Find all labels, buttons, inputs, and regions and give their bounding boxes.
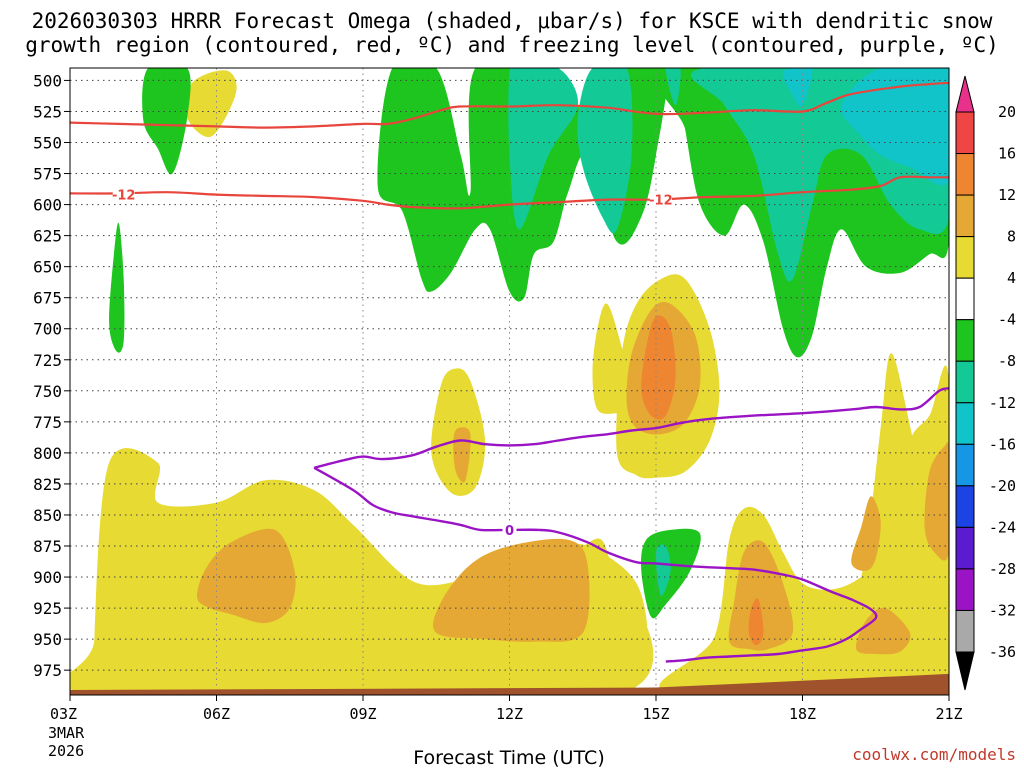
dgz-contour-label: -12 [649, 194, 673, 209]
y-tick-label: 900 [33, 568, 62, 587]
date-label-year: 2026 [48, 742, 84, 760]
omega-region-25 [665, 68, 681, 106]
dgz-contour-1 [70, 81, 949, 129]
y-tick-label: 850 [33, 506, 62, 525]
colorbar-tick-label: -12 [989, 394, 1016, 412]
colorbar-band-8 [955, 443, 975, 487]
y-tick-label: 700 [33, 320, 62, 339]
x-tick-label: 09Z [349, 705, 376, 723]
contours: -12 -12 0 [70, 81, 949, 663]
colorbar-band-11 [955, 568, 975, 611]
credit-text: coolwx.com/models [852, 745, 1016, 764]
x-tick-label: 21Z [935, 705, 962, 723]
y-tick-label: 975 [33, 661, 62, 680]
omega-region-27 [655, 544, 671, 597]
omega-region-16 [641, 315, 676, 420]
x-tick-label: 06Z [203, 705, 230, 723]
colorbar-tick-label: -4 [998, 311, 1016, 329]
y-tick-label: 575 [33, 165, 62, 184]
x-tick-label: 12Z [496, 705, 523, 723]
x-axis-title: Forecast Time (UTC) [413, 747, 604, 768]
colorbar-tick-label: -32 [989, 601, 1016, 619]
dgz-contour-label: -12 [112, 189, 136, 204]
omega-region-22 [641, 528, 701, 619]
colorbar-tick-label: 20 [998, 103, 1016, 121]
colorbar-tick-label: 8 [1007, 228, 1016, 246]
colorbar-band-5 [955, 319, 975, 362]
dgz-label-bg [112, 186, 135, 202]
y-tick-label: 775 [33, 413, 62, 432]
plot-area: -12 -12 0 [70, 68, 949, 695]
chart-title-line2: growth region (contoured, red, ºC) and f… [25, 33, 999, 57]
dgz-label-bg [649, 191, 672, 207]
omega-region-28 [783, 68, 813, 107]
omega-shading [70, 68, 949, 695]
omega-region-19 [109, 222, 125, 353]
y-tick-label: 525 [33, 102, 62, 121]
colorbar-band-3 [955, 236, 975, 279]
x-tick-label: 18Z [789, 705, 816, 723]
y-tick-label: 925 [33, 599, 62, 618]
y-tick-label: 950 [33, 630, 62, 649]
omega-region-7 [185, 70, 237, 138]
colorbar-top-arrow [955, 75, 975, 113]
y-tick-label: 750 [33, 382, 62, 401]
colorbar-band-4 [955, 277, 975, 321]
colorbar-tick-label: -20 [989, 477, 1016, 495]
freezing-level-lower [313, 466, 878, 663]
colorbar-tick-label: -24 [989, 518, 1016, 536]
colorbar-tick-label: 12 [998, 186, 1016, 204]
y-tick-label: 650 [33, 258, 62, 277]
colorbar-band-6 [955, 360, 975, 404]
y-tick-label: 625 [33, 227, 62, 246]
colorbar-tick-label: -36 [989, 643, 1016, 661]
omega-region-17 [748, 598, 764, 646]
omega-region-29 [841, 68, 949, 186]
colorbar-band-12 [955, 609, 975, 653]
colorbar-tick-label: 16 [998, 145, 1016, 163]
y-tick-label: 725 [33, 351, 62, 370]
colorbar-band-0 [955, 111, 975, 155]
colorbar: 20 16 12 8 4 -4 -8 -12 -16 -20 -24 -28 -32 -36 [955, 75, 1016, 691]
y-tick-label: 800 [33, 444, 62, 463]
terrain [70, 673, 949, 695]
y-tick-label: 825 [33, 475, 62, 494]
colorbar-tick-label: -28 [989, 560, 1016, 578]
omega-region-14 [855, 607, 911, 655]
date-label-month: 3MAR [48, 724, 85, 742]
y-tick-label: 550 [33, 133, 62, 152]
colorbar-band-1 [955, 153, 975, 196]
colorbar-band-7 [955, 402, 975, 445]
freezing-level-label: 0 [505, 524, 514, 539]
colorbar-tick-label: 4 [1007, 269, 1016, 287]
terrain-surface [70, 673, 949, 695]
omega-region-9 [197, 528, 296, 624]
dgz-contour-0 [70, 175, 949, 210]
y-axis: 500 525 550 575 600 625 650 675 700 725 750 775 800 8… [33, 71, 70, 680]
omega-region-10 [432, 538, 590, 642]
omega-region-13 [924, 442, 949, 561]
freezing-level-upper [313, 387, 949, 469]
x-tick-label: 15Z [642, 705, 669, 723]
x-tick-label: 03Z [50, 705, 77, 723]
chart-title-line1: 2026030303 HRRR Forecast Omega (shaded, … [32, 9, 993, 33]
colorbar-tick-label: -16 [989, 435, 1016, 453]
y-tick-label: 500 [33, 71, 62, 90]
colorbar-bottom-arrow [955, 651, 975, 691]
freezing-label-bg [502, 521, 517, 537]
y-tick-label: 600 [33, 196, 62, 215]
colorbar-band-10 [955, 526, 975, 570]
y-tick-label: 875 [33, 537, 62, 556]
omega-region-18 [142, 68, 191, 175]
colorbar-band-2 [955, 194, 975, 238]
colorbar-band-9 [955, 485, 975, 528]
y-tick-label: 675 [33, 289, 62, 308]
x-axis: 03Z 06Z 09Z 12Z 15Z 18Z 21Z [50, 695, 963, 723]
colorbar-tick-label: -8 [998, 352, 1016, 370]
omega-region-23 [508, 68, 578, 230]
